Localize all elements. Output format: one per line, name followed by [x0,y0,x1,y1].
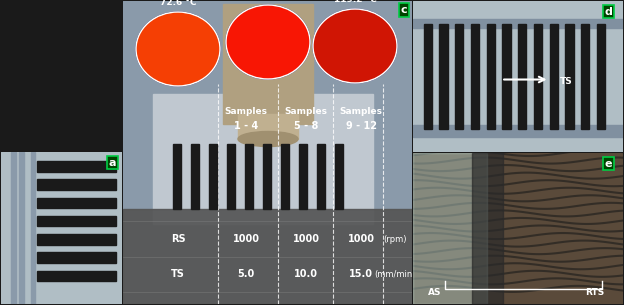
Ellipse shape [226,5,310,79]
Ellipse shape [52,231,71,241]
Text: 10.0: 10.0 [294,269,318,279]
Bar [227,144,235,209]
Text: Samples: Samples [225,107,268,117]
Bar [281,144,289,209]
Ellipse shape [136,12,220,86]
Bar [550,24,558,129]
Ellipse shape [226,5,310,79]
Ellipse shape [313,9,397,83]
Bar [581,24,590,129]
Bar [191,144,199,209]
Text: (rpm): (rpm) [383,235,407,243]
Text: 1000: 1000 [233,234,260,244]
Bar [565,24,573,129]
Bar [335,144,343,209]
Text: 119.2 °C: 119.2 °C [334,0,376,4]
Text: a: a [109,158,116,168]
Ellipse shape [136,12,220,86]
Text: RTS: RTS [585,288,605,297]
Bar [413,125,623,137]
Text: 5.0: 5.0 [237,269,255,279]
Ellipse shape [313,9,397,83]
Ellipse shape [226,5,310,79]
Bar [518,24,527,129]
Text: TS: TS [171,269,185,279]
Ellipse shape [226,5,310,79]
Ellipse shape [313,9,397,83]
Text: 9 - 12: 9 - 12 [346,121,376,131]
Bar [424,24,432,129]
Bar [31,152,35,304]
Ellipse shape [136,12,220,86]
Bar [173,144,181,209]
Bar [597,24,605,129]
Bar [245,144,253,209]
Bar [37,271,116,281]
Bar [37,198,116,208]
Ellipse shape [313,9,397,83]
Bar [11,152,16,304]
Text: Samples: Samples [285,107,328,117]
Bar [37,216,116,227]
Bar [470,24,479,129]
Bar [487,24,495,129]
Ellipse shape [136,12,220,86]
Bar [413,19,623,28]
Bar [19,152,24,304]
Bar [37,161,116,172]
Ellipse shape [226,5,310,79]
Ellipse shape [238,131,298,146]
Ellipse shape [313,9,397,83]
Text: c: c [401,5,407,15]
Bar [413,153,487,304]
Text: 1 - 4: 1 - 4 [234,121,258,131]
Bar [317,144,325,209]
Ellipse shape [226,5,310,79]
Ellipse shape [136,12,220,86]
Text: (mm/min): (mm/min) [374,270,416,278]
Text: b: b [109,159,116,169]
Bar [43,153,80,214]
Bar [123,209,412,304]
Text: TS: TS [560,77,573,85]
Bar [153,94,373,224]
Bar [502,24,510,129]
Bar [472,153,504,304]
Bar [52,206,71,236]
Text: 15.0: 15.0 [349,269,373,279]
Bar [209,144,217,209]
Ellipse shape [313,9,397,83]
Bar [223,4,313,124]
Bar [37,252,116,263]
Bar [37,179,116,190]
Ellipse shape [313,9,397,83]
Bar [238,114,298,139]
Bar [263,144,271,209]
Bar [534,24,542,129]
Bar [439,24,447,129]
Text: 1000: 1000 [293,234,319,244]
Text: RS: RS [171,234,185,244]
Bar [37,234,116,245]
Ellipse shape [226,5,310,79]
Text: d: d [605,7,612,16]
Ellipse shape [136,12,220,86]
Text: 1000: 1000 [348,234,374,244]
Bar [299,144,307,209]
Bar [455,24,464,129]
Text: AS: AS [427,288,441,297]
Text: 72.6 °C: 72.6 °C [160,0,197,7]
Text: 5 - 8: 5 - 8 [294,121,318,131]
Text: e: e [605,159,612,169]
Text: Samples: Samples [339,107,383,117]
Ellipse shape [136,12,220,86]
